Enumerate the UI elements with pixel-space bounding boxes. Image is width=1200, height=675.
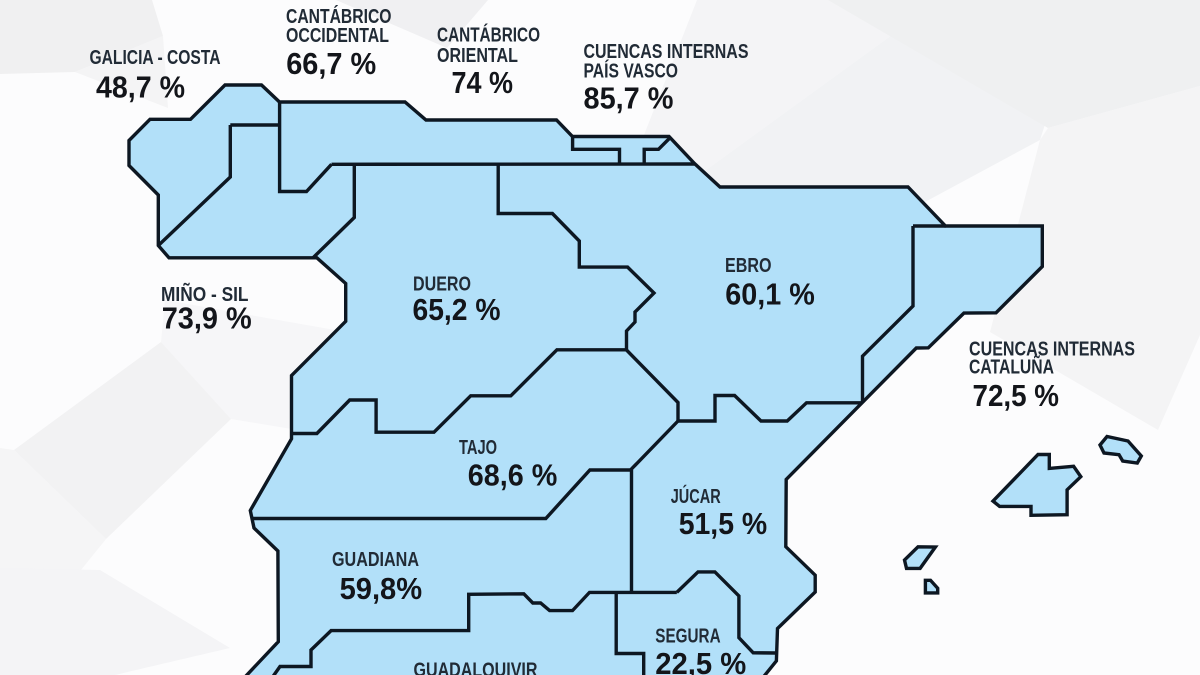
svg-text:PAÍS VASCO: PAÍS VASCO	[584, 60, 679, 83]
svg-text:MIÑO - SIL: MIÑO - SIL	[161, 283, 249, 306]
svg-text:ORIENTAL: ORIENTAL	[437, 44, 518, 67]
svg-text:66,7 %: 66,7 %	[286, 46, 376, 81]
svg-text:JÚCAR: JÚCAR	[671, 484, 721, 508]
svg-text:GALICIA - COSTA: GALICIA - COSTA	[90, 46, 221, 69]
svg-text:CUENCAS INTERNAS: CUENCAS INTERNAS	[584, 40, 749, 63]
svg-text:EBRO: EBRO	[725, 254, 772, 277]
svg-text:DUERO: DUERO	[413, 272, 471, 295]
svg-text:51,5 %: 51,5 %	[679, 506, 768, 541]
svg-text:48,7 %: 48,7 %	[96, 69, 185, 104]
svg-text:73,9 %: 73,9 %	[162, 301, 252, 336]
svg-text:68,6 %: 68,6 %	[468, 457, 558, 492]
svg-text:CANTÁBRICO: CANTÁBRICO	[437, 23, 540, 46]
svg-text:SEGURA: SEGURA	[655, 625, 720, 648]
svg-text:CUENCAS INTERNAS: CUENCAS INTERNAS	[969, 338, 1135, 361]
svg-text:65,2 %: 65,2 %	[413, 292, 501, 327]
svg-text:OCCIDENTAL: OCCIDENTAL	[286, 24, 389, 47]
svg-text:72,5 %: 72,5 %	[973, 378, 1060, 413]
svg-text:59,8%: 59,8%	[340, 571, 423, 606]
svg-text:CANTÁBRICO: CANTÁBRICO	[286, 5, 392, 28]
svg-text:GUADIANA: GUADIANA	[332, 548, 419, 571]
svg-text:85,7 %: 85,7 %	[584, 81, 674, 116]
svg-text:22,5 %: 22,5 %	[655, 646, 746, 675]
svg-text:74 %: 74 %	[452, 65, 514, 100]
svg-text:TAJO: TAJO	[459, 436, 497, 459]
svg-text:60,1 %: 60,1 %	[725, 277, 815, 312]
svg-text:GUADALQUIVIR: GUADALQUIVIR	[414, 659, 538, 675]
svg-text:CATALUÑA: CATALUÑA	[969, 356, 1054, 379]
